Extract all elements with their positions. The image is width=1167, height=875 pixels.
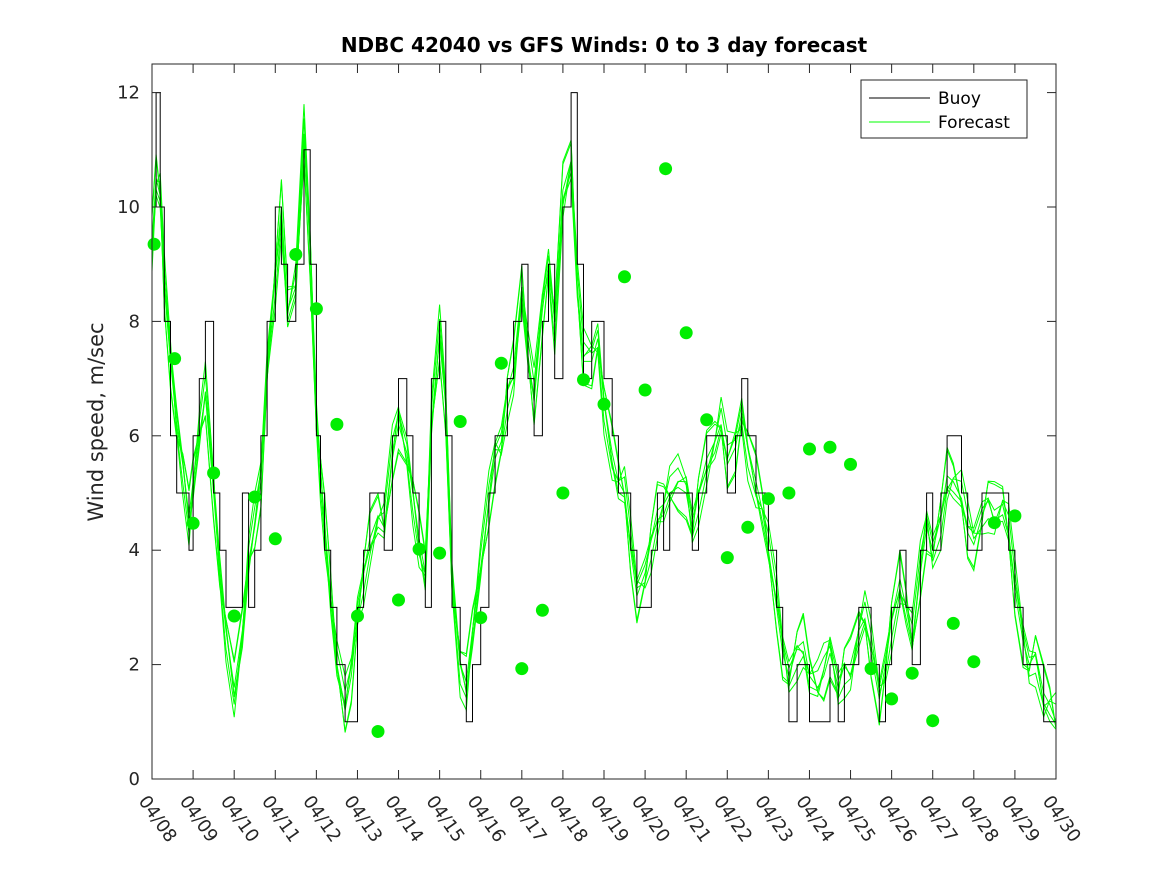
x-tick-label: 04/26: [874, 792, 921, 847]
forecast-point: [227, 609, 241, 623]
chart-title: NDBC 42040 vs GFS Winds: 0 to 3 day fore…: [341, 33, 868, 57]
forecast-point: [741, 520, 755, 534]
forecast-point: [371, 725, 385, 738]
forecast-point: [844, 457, 857, 471]
forecast-point: [168, 352, 182, 366]
forecast-point: [453, 415, 467, 428]
forecast-point: [392, 593, 405, 607]
x-tick-label: 04/17: [504, 792, 551, 847]
x-tick-label: 04/18: [545, 792, 592, 847]
x-tick-label: 04/11: [257, 792, 304, 847]
x-tick-label: 04/10: [216, 792, 263, 847]
x-tick-label: 04/24: [791, 792, 838, 847]
plot-lines: [151, 92, 1057, 779]
legend-box: [860, 79, 1028, 139]
x-tick-label: 04/23: [750, 792, 797, 847]
x-tick-label: 04/14: [380, 792, 427, 847]
forecast-point: [720, 551, 734, 565]
y-tick-label: 6: [129, 426, 140, 447]
forecast-line-2: [151, 118, 1057, 708]
forecast-point: [474, 611, 488, 625]
forecast-point: [926, 714, 940, 728]
forecast-point: [330, 417, 344, 431]
forecast-line-6: [151, 133, 1057, 725]
forecast-point: [289, 248, 303, 261]
legend-label-forecast: Forecast: [938, 113, 1010, 133]
forecast-markers: [147, 162, 1022, 738]
x-tick-label: 04/30: [1038, 792, 1085, 847]
forecast-point: [186, 516, 200, 530]
forecast-point: [679, 326, 693, 340]
forecast-point: [823, 440, 837, 454]
forecast-point: [659, 162, 673, 176]
y-tick-labels: 0 2 4 6 8 10 12: [117, 83, 140, 790]
x-tick-labels: 04/0804/0904/1004/1104/1204/1304/1404/15…: [134, 792, 1085, 847]
forecast-point: [268, 532, 282, 546]
forecast-line-3: [151, 135, 1057, 730]
forecast-point: [577, 373, 590, 387]
forecast-point: [535, 603, 549, 617]
legend: Buoy Forecast: [860, 79, 1028, 139]
y-tick-label: 4: [129, 540, 140, 561]
y-tick-label: 0: [129, 769, 140, 790]
forecast-point: [761, 492, 775, 506]
forecast-point: [309, 302, 323, 316]
x-tick-label: 04/08: [134, 792, 181, 847]
forecast-point: [638, 383, 652, 397]
forecast-point: [700, 413, 714, 427]
forecast-point: [618, 270, 631, 284]
x-tick-label: 04/21: [668, 792, 715, 847]
forecast-point: [946, 616, 960, 630]
x-tick-label: 04/15: [422, 792, 469, 847]
y-tick-label: 12: [117, 83, 140, 104]
buoy-line: [152, 92, 1057, 779]
forecast-point: [782, 486, 796, 500]
legend-label-buoy: Buoy: [938, 89, 981, 109]
forecast-point: [905, 666, 919, 680]
forecast-point: [864, 662, 878, 676]
x-tick-label: 04/28: [956, 792, 1003, 847]
y-tick-label: 2: [129, 655, 140, 676]
forecast-point: [967, 655, 981, 669]
forecast-point: [494, 356, 508, 370]
forecast-point: [248, 490, 262, 504]
axis-ticks: [151, 64, 1057, 780]
x-tick-label: 04/16: [463, 792, 510, 847]
forecast-point: [515, 662, 529, 676]
x-tick-label: 04/13: [339, 792, 386, 847]
x-tick-label: 04/09: [175, 792, 222, 847]
forecast-point: [1008, 509, 1022, 523]
forecast-point: [597, 397, 611, 411]
forecast-point: [885, 692, 899, 706]
forecast-point: [351, 609, 364, 623]
forecast-point: [433, 546, 447, 560]
x-tick-label: 04/27: [915, 792, 962, 847]
x-tick-label: 04/29: [997, 792, 1044, 847]
forecast-point: [207, 466, 221, 480]
forecast-point: [556, 486, 570, 500]
y-axis-label: Wind speed, m/sec: [84, 322, 108, 521]
y-tick-label: 10: [117, 197, 140, 218]
x-tick-label: 04/22: [709, 792, 756, 847]
y-tick-label: 8: [129, 311, 140, 332]
forecast-point: [147, 237, 161, 251]
forecast-point: [987, 516, 1001, 530]
x-tick-label: 04/20: [627, 792, 674, 847]
forecast-point: [412, 542, 426, 556]
forecast-point: [803, 442, 816, 456]
x-tick-label: 04/12: [298, 792, 345, 847]
x-tick-label: 04/25: [832, 792, 879, 847]
x-tick-label: 04/19: [586, 792, 633, 847]
